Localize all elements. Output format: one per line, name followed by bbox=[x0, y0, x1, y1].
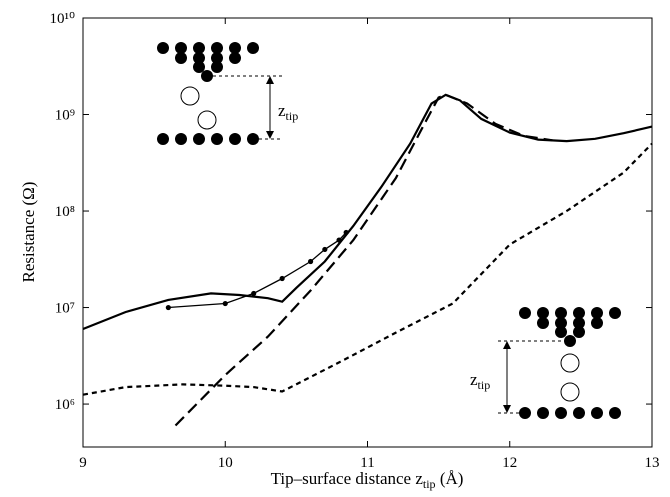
point bbox=[251, 290, 257, 297]
inset-label-sub: tip bbox=[286, 109, 299, 123]
plot-frame bbox=[82, 17, 653, 448]
x-label-text: Tip–surface distance z bbox=[271, 469, 424, 488]
line bbox=[174, 93, 553, 427]
inset-label: ztip bbox=[470, 370, 490, 392]
line bbox=[82, 142, 653, 396]
point bbox=[279, 275, 285, 282]
inset-label-text: z bbox=[470, 370, 478, 389]
y-tick-label: 10⁶ bbox=[55, 397, 75, 413]
point bbox=[308, 258, 314, 265]
x-axis-label: Tip–surface distance ztip (Å) bbox=[271, 469, 464, 491]
x-tick-label: 13 bbox=[645, 455, 660, 471]
point bbox=[222, 300, 228, 307]
y-tick-label: 10⁸ bbox=[55, 204, 75, 220]
y-tick-label: 10¹⁰ bbox=[49, 11, 75, 27]
inset-label-sub: tip bbox=[478, 378, 491, 392]
line bbox=[168, 231, 347, 309]
atoms bbox=[157, 42, 259, 145]
atoms bbox=[519, 307, 621, 419]
point bbox=[322, 246, 328, 253]
point bbox=[165, 304, 171, 311]
line bbox=[82, 93, 653, 331]
inset-bottom: ztip bbox=[470, 307, 621, 419]
inset-top: ztip bbox=[157, 42, 298, 145]
x-tick-label: 12 bbox=[502, 455, 517, 471]
x-label-sub: tip bbox=[423, 477, 436, 491]
point bbox=[343, 229, 349, 236]
x-tick-label: 9 bbox=[79, 455, 87, 471]
x-tick-label: 10 bbox=[218, 455, 233, 471]
y-axis-label: Resistance (Ω) bbox=[19, 182, 38, 283]
inset-label: ztip bbox=[278, 101, 298, 123]
inset-label-text: z bbox=[278, 101, 286, 120]
point bbox=[336, 237, 342, 243]
x-tick-label: 11 bbox=[360, 455, 374, 471]
y-tick-label: 10⁹ bbox=[55, 108, 75, 124]
x-label-end: (Å) bbox=[436, 469, 464, 488]
y-tick-label: 10⁷ bbox=[55, 301, 75, 317]
